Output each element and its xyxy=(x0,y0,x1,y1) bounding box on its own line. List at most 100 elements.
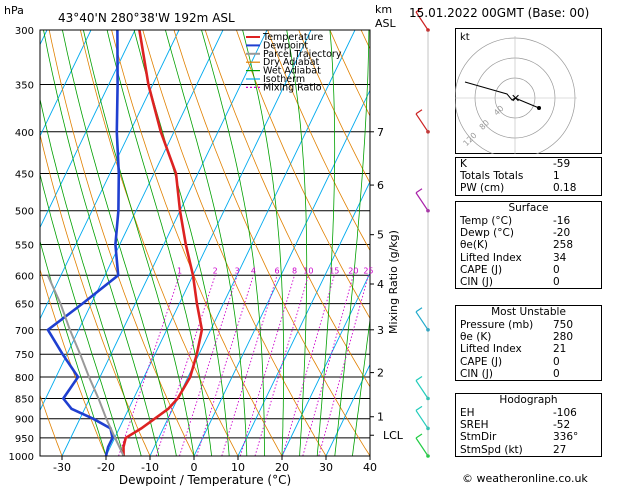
km-tick-label: 2 xyxy=(377,367,384,380)
totals-totals-row: Totals Totals 1 xyxy=(456,170,601,182)
isotherm-line xyxy=(281,272,370,456)
pressure-tick-label: 950 xyxy=(15,434,34,445)
legend-label: Parcel Trajectory xyxy=(263,49,342,60)
pressure-tick-label: 600 xyxy=(15,271,34,282)
dry-adiabat-line xyxy=(267,30,370,252)
surface-label: Dewp (°C) xyxy=(460,227,514,240)
wind-barb xyxy=(415,410,429,429)
hodograph-stat-row: StmDir 336° xyxy=(456,431,601,443)
hodograph-center-marker: ✕ xyxy=(511,92,520,105)
surface-label: CAPE (J) xyxy=(460,263,503,276)
km-tick-label: 5 xyxy=(377,229,384,242)
most-unstable-value: 280 xyxy=(553,331,574,344)
km-tick-label: 3 xyxy=(377,324,384,337)
wet-adiabat-line xyxy=(352,316,370,456)
surface-row: CIN (J) 0 xyxy=(456,276,601,288)
most-unstable-row: CAPE (J) 0 xyxy=(456,356,601,368)
dry-adiabat-line xyxy=(48,30,195,456)
surface-row: θe(K) 258 xyxy=(456,239,601,251)
k-index-row: K -59 xyxy=(456,158,601,170)
parcel-trajectory-line xyxy=(46,274,125,456)
wind-barb xyxy=(415,192,429,212)
pressure-tick-label: 450 xyxy=(15,169,34,180)
surface-label: θe(K) xyxy=(460,239,488,252)
legend-label: Isotherm xyxy=(263,74,305,85)
isotherm-line xyxy=(40,30,92,138)
km-tick-label: 7 xyxy=(377,126,384,139)
wind-barb-flag xyxy=(415,188,423,194)
dry-adiabat-line xyxy=(611,30,629,456)
mixing-ratio-label: 10 xyxy=(303,266,313,275)
hodograph-stat-row: StmSpd (kt) 27 xyxy=(456,444,601,456)
isotherm-line xyxy=(40,30,224,412)
pressure-tick-label: 300 xyxy=(15,26,34,37)
mixing-ratio-label: 15 xyxy=(329,266,339,275)
isotherm-line xyxy=(105,30,312,456)
asl-unit-label: ASL xyxy=(375,17,397,30)
mixing-ratio-label: 3 xyxy=(235,266,240,275)
mixing-ratio-label: 20 xyxy=(348,266,358,275)
mixing-ratio-label: 6 xyxy=(275,266,280,275)
lcl-label: LCL xyxy=(383,429,404,442)
wet-adiabat-line xyxy=(106,30,212,456)
wet-adiabat-line xyxy=(40,172,124,456)
plot-frame xyxy=(39,29,371,457)
isotherm-line xyxy=(61,30,268,456)
wet-adiabat-line xyxy=(43,30,160,456)
hodograph-stat-label: StmDir xyxy=(460,431,497,444)
pressure-tick-label: 500 xyxy=(15,207,34,218)
mixing-ratio-label: 25 xyxy=(363,266,373,275)
most-unstable-row: Pressure (mb) 750 xyxy=(456,319,601,331)
pressure-tick-label: 350 xyxy=(15,81,34,92)
wet-adiabat-line xyxy=(40,239,107,456)
pressure-tick-label: 650 xyxy=(15,300,34,311)
datetime-label: 15.01.2022 00GMT (Base: 00) xyxy=(409,6,590,20)
hodograph-stat-value: 336° xyxy=(553,431,579,444)
surface-title: Surface xyxy=(508,202,549,214)
surface-label: CIN (J) xyxy=(460,275,493,288)
surface-value: 0 xyxy=(553,263,560,276)
most-unstable-label: Lifted Index xyxy=(460,343,522,356)
mixing-ratio-line xyxy=(302,275,354,456)
most-unstable-row: CIN (J) 0 xyxy=(456,368,601,380)
legend-label: Mixing Ratio xyxy=(263,82,322,93)
most-unstable-label: Pressure (mb) xyxy=(460,319,534,331)
dry-adiabat-line xyxy=(40,267,107,456)
wet-adiabat-line xyxy=(334,30,370,456)
km-tick-label: 6 xyxy=(377,179,384,192)
hodograph-stat-label: StmSpd (kt) xyxy=(460,443,523,456)
most-unstable-row: θe (K) 280 xyxy=(456,331,601,343)
dry-adiabat-line xyxy=(298,30,370,184)
most-unstable-label: CIN (J) xyxy=(460,367,493,380)
mixing-ratio-label: 4 xyxy=(251,266,256,275)
storm-motion-vector xyxy=(514,97,540,109)
pressure-tick-label: 750 xyxy=(15,350,34,361)
wet-adiabat-line xyxy=(316,30,336,456)
hodograph-trace xyxy=(464,81,516,101)
dry-adiabat-line xyxy=(80,30,239,456)
hodograph-stat-value: -52 xyxy=(553,419,571,432)
dry-adiabat-line xyxy=(173,30,370,456)
mixing-ratio-line xyxy=(118,275,180,456)
x-tick-label: 30 xyxy=(319,461,333,474)
location-label: 43°40'N 280°38'W 192m ASL xyxy=(58,11,235,25)
hodograph-stat-label: EH xyxy=(460,407,475,419)
hodograph-stat-label: SREH xyxy=(460,419,489,432)
pressure-tick-label: 850 xyxy=(15,394,34,405)
km-tick-label: 4 xyxy=(377,278,384,291)
copyright-footer: © weatheronline.co.uk xyxy=(462,472,588,485)
wind-barb-flag xyxy=(415,7,423,13)
mixing-ratio-line xyxy=(196,275,254,456)
wind-barb-flag xyxy=(415,433,423,439)
wet-adiabat-line xyxy=(165,30,248,456)
wind-barb xyxy=(415,437,429,457)
hodograph-table: Hodograph EH -106 SREH -52 StmDir 336° StmSpd … xyxy=(455,393,602,457)
most-unstable-value: 750 xyxy=(553,319,574,331)
legend-label: Wet Adiabat xyxy=(263,66,321,77)
x-axis-title: Dewpoint / Temperature (°C) xyxy=(119,473,291,486)
surface-label: Lifted Index xyxy=(460,251,522,264)
pressure-tick-label: 550 xyxy=(15,240,34,251)
